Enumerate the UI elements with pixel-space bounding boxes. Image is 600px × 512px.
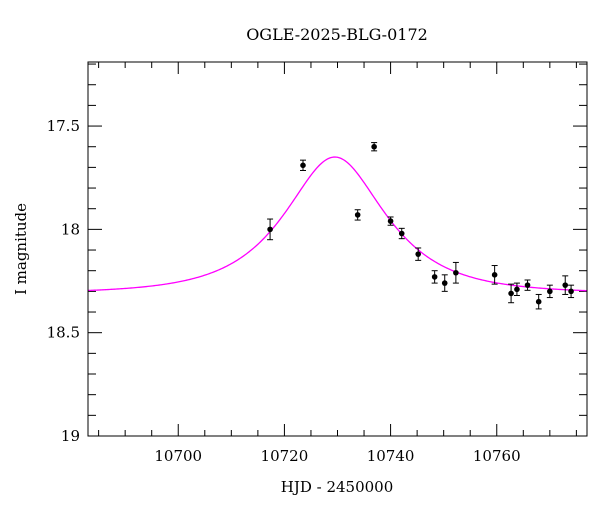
data-point bbox=[513, 282, 520, 296]
x-axis-label: HJD - 2450000 bbox=[281, 478, 394, 496]
data-marker bbox=[568, 288, 574, 295]
plot-frame bbox=[87, 61, 588, 437]
data-point bbox=[398, 227, 405, 240]
data-point bbox=[415, 247, 422, 261]
data-marker bbox=[387, 218, 394, 224]
chart-title: OGLE-2025-BLG-0172 bbox=[246, 25, 428, 44]
data-marker bbox=[354, 212, 361, 218]
data-point bbox=[371, 142, 378, 152]
data-point bbox=[568, 284, 575, 299]
data-point bbox=[562, 275, 569, 295]
data-marker bbox=[371, 143, 377, 150]
data-marker bbox=[431, 274, 438, 280]
data-point bbox=[524, 279, 531, 291]
data-point bbox=[508, 283, 515, 304]
data-point bbox=[299, 159, 306, 171]
data-marker bbox=[514, 286, 520, 293]
data-point bbox=[354, 209, 361, 221]
data-point bbox=[387, 216, 394, 226]
data-point bbox=[267, 218, 274, 241]
data-marker bbox=[398, 230, 405, 237]
data-marker bbox=[415, 251, 421, 257]
x-tick-label: 10720 bbox=[261, 447, 309, 465]
data-marker bbox=[524, 282, 531, 288]
data-point bbox=[535, 293, 542, 310]
data-marker bbox=[441, 280, 448, 286]
data-marker bbox=[547, 288, 553, 295]
data-marker bbox=[508, 290, 514, 297]
data-point bbox=[441, 274, 448, 292]
data-point bbox=[431, 270, 438, 284]
x-tick-label: 10700 bbox=[154, 447, 202, 465]
x-tick-label: 10740 bbox=[367, 447, 415, 465]
data-points-group bbox=[267, 142, 575, 310]
y-tick-label: 17.5 bbox=[47, 117, 80, 135]
y-tick-label: 19 bbox=[61, 427, 80, 445]
y-axis-label: I magnitude bbox=[12, 203, 30, 295]
model-curve-group bbox=[87, 156, 588, 292]
data-marker bbox=[300, 162, 306, 169]
data-point bbox=[546, 284, 553, 299]
axis-ticks bbox=[88, 62, 587, 437]
model-curve bbox=[87, 156, 588, 292]
data-marker bbox=[453, 269, 459, 276]
data-marker bbox=[267, 226, 273, 233]
tick-labels: 10700 10720 10740 10760 17.5 18 18.5 19 bbox=[47, 117, 521, 465]
y-tick-label: 18.5 bbox=[47, 324, 80, 342]
x-tick-label: 10760 bbox=[473, 447, 521, 465]
data-marker bbox=[535, 298, 542, 305]
data-point bbox=[452, 261, 459, 284]
data-point bbox=[491, 265, 498, 285]
y-tick-label: 18 bbox=[61, 220, 80, 238]
data-marker bbox=[562, 282, 569, 288]
data-marker bbox=[491, 272, 498, 278]
